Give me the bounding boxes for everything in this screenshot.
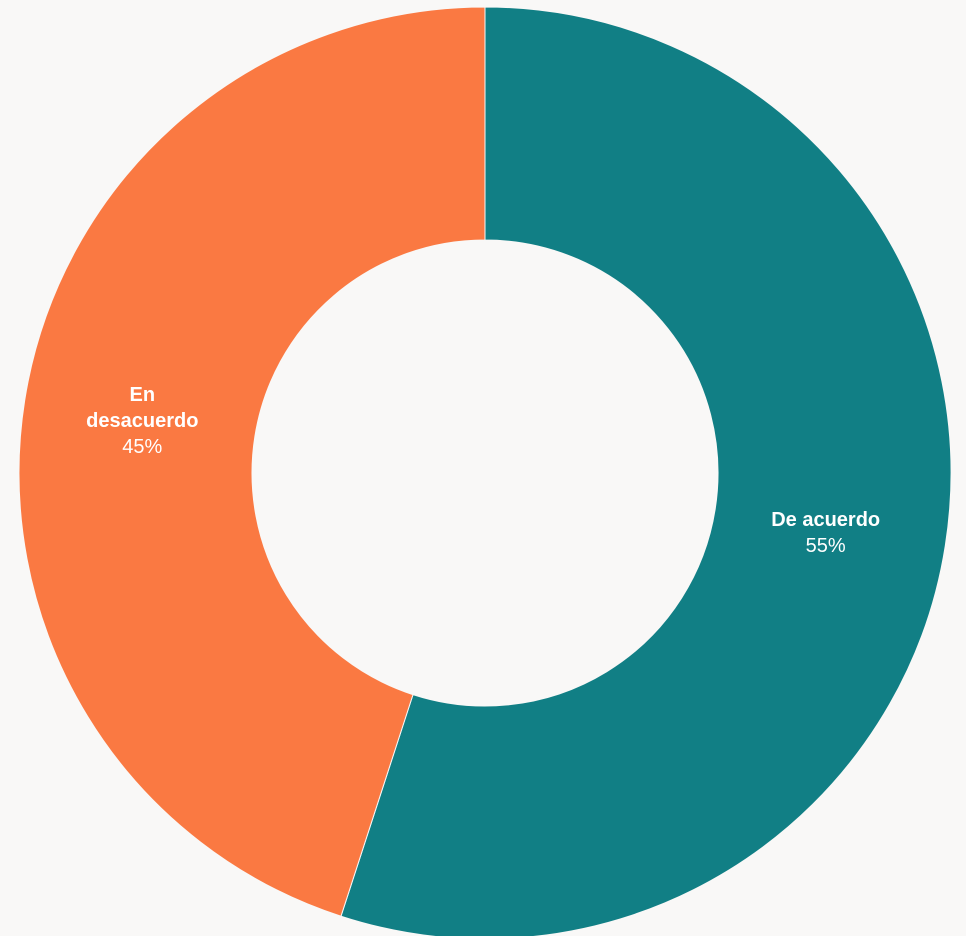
slice-label-value: 55% [806,535,846,557]
slice-label-name: En [130,384,156,406]
slices-group [18,6,952,936]
slice-en-desacuerdo [18,6,486,917]
slice-label-name: De acuerdo [771,509,880,531]
slice-label-value: 45% [122,436,162,458]
labels-group: De acuerdo 55% En desacuerdo 45% [86,384,880,557]
slice-de-acuerdo [340,6,952,936]
slice-label-de-acuerdo: De acuerdo 55% [771,509,880,557]
slice-label-name: desacuerdo [86,410,198,432]
slice-label-en-desacuerdo: En desacuerdo 45% [86,384,198,458]
